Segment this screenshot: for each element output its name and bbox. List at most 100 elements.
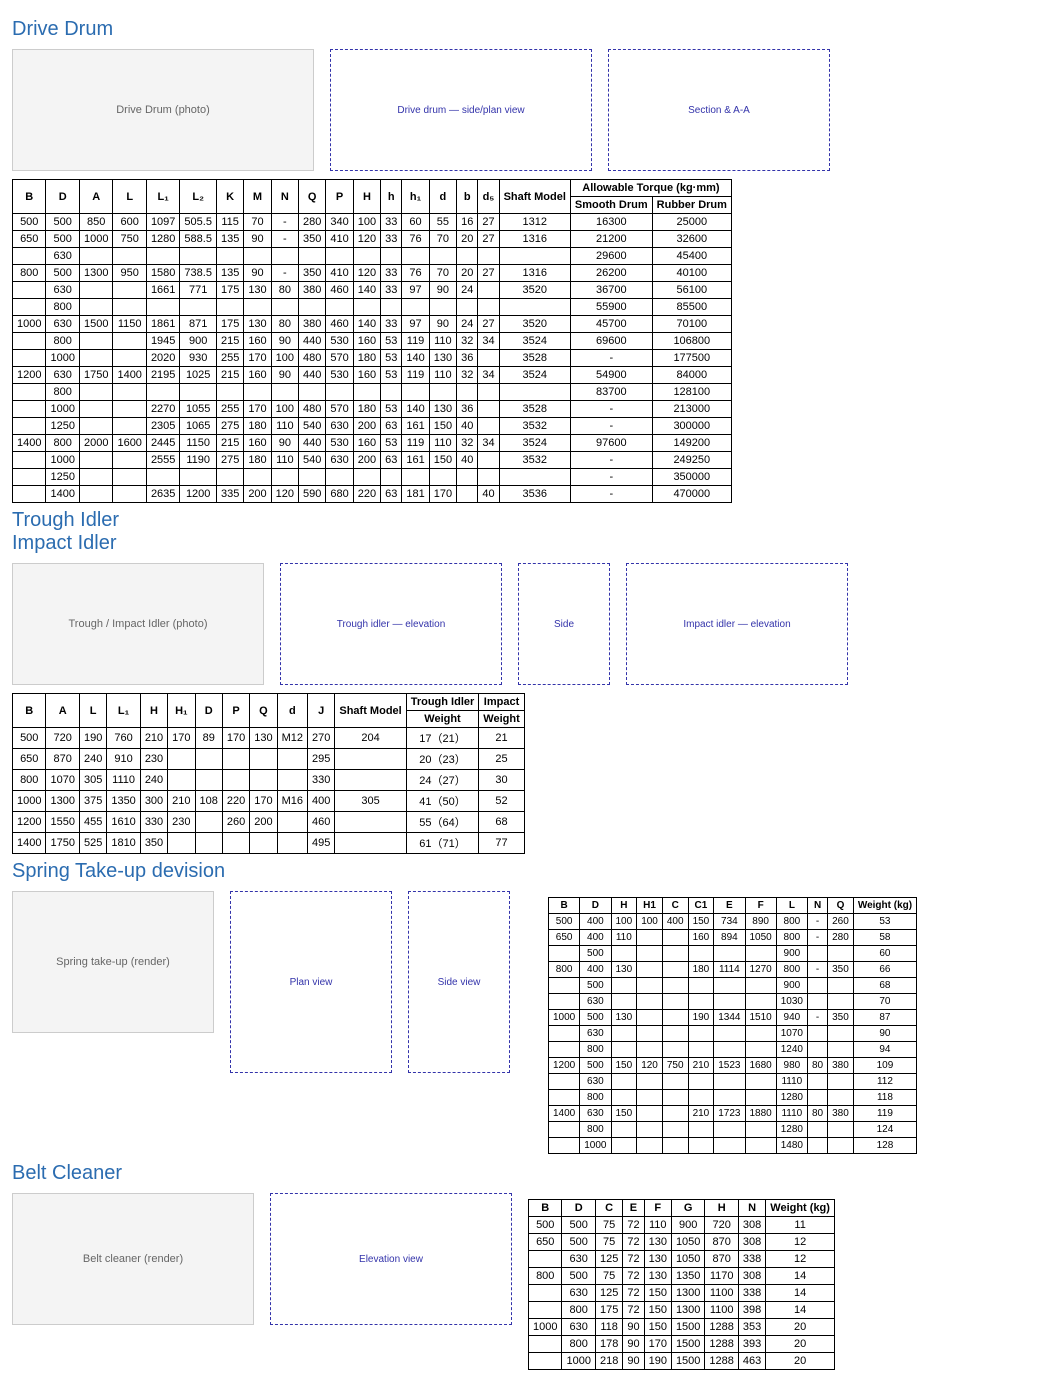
table-cell [499,248,570,265]
table-cell [808,978,828,994]
col-smooth: Smooth Drum [570,197,652,214]
col-d5: d₅ [478,180,499,214]
col-l2: L₂ [180,180,217,214]
table-header-cell: H [611,898,637,914]
table-cell [168,749,195,770]
table-row: 100013003751350300210108220170M164003054… [13,791,525,812]
table-cell: 500 [580,1010,611,1026]
table-cell: 1200 [13,812,46,833]
table-cell: 72 [623,1268,644,1285]
table-cell: 1114 [714,962,745,978]
table-cell [828,1042,854,1058]
table-cell: 29600 [570,248,652,265]
table-cell: - [271,231,298,248]
table-cell: 112 [853,1074,916,1090]
table-cell: 24 [457,282,478,299]
table-cell: 230 [168,812,195,833]
table-cell [662,1074,688,1090]
table-cell: 800 [580,1090,611,1106]
tcol-h: H [140,694,167,728]
table-cell [195,749,222,770]
table-cell: 204 [335,728,406,749]
table-cell: 460 [326,282,353,299]
table-cell: 40 [478,486,499,503]
table-cell: 21 [479,728,524,749]
table-cell: 1100 [705,1302,738,1319]
table-cell [637,1042,663,1058]
table-cell: 680 [326,486,353,503]
table-cell: 190 [688,1010,714,1026]
table-cell [79,299,112,316]
table-cell: 72 [623,1285,644,1302]
table-cell: 630 [46,248,79,265]
table-cell: 60 [402,214,429,231]
table-cell [529,1285,562,1302]
col-rubber: Rubber Drum [652,197,731,214]
table-cell [244,469,271,486]
col-b: B [13,180,46,214]
table-cell: 24 [457,316,478,333]
spring-photo: Spring take-up (render) [12,891,214,1033]
table-header-cell: F [745,898,776,914]
table-cell: 175 [216,316,243,333]
table-cell: 25 [479,749,524,770]
table-cell: 338 [738,1251,765,1268]
table-cell: 76 [402,265,429,282]
table-cell: 463 [738,1353,765,1370]
table-cell [529,1302,562,1319]
table-cell: - [570,418,652,435]
col-n: N [271,180,298,214]
table-cell: 100 [353,214,380,231]
table-cell: 55 [429,214,456,231]
table-cell: 149200 [652,435,731,452]
table-cell [113,248,146,265]
table-cell: 210 [688,1058,714,1074]
table-cell: 220 [353,486,380,503]
table-cell [13,486,46,503]
spring-row: Spring take-up (render) Plan view Side v… [12,891,1048,1154]
table-row: 6301661771175130803804601403397902435203… [13,282,732,299]
table-cell: 115 [216,214,243,231]
table-cell [79,248,112,265]
table-cell: 1170 [705,1268,738,1285]
table-row: 500400100100400150734890800-26053 [549,914,917,930]
table-cell: 1200 [549,1058,580,1074]
belt-diagram: Elevation view [270,1193,512,1325]
table-cell [688,1042,714,1058]
table-cell [662,962,688,978]
table-cell [662,1090,688,1106]
table-cell: 40100 [652,265,731,282]
table-header-cell: N [738,1200,765,1217]
table-cell: 118 [853,1090,916,1106]
table-cell [828,1122,854,1138]
tcol-dd: d [277,694,307,728]
table-cell [745,1042,776,1058]
table-cell: 3528 [499,401,570,418]
table-cell: 160 [244,333,271,350]
table-cell: 894 [714,930,745,946]
table-cell [529,1353,562,1370]
table-cell: 505.5 [180,214,217,231]
table-cell: 1150 [113,316,146,333]
trough-figure-row: Trough / Impact Idler (photo) Trough idl… [12,563,1048,685]
table-cell: 760 [107,728,140,749]
table-cell: 470000 [652,486,731,503]
table-cell [828,1138,854,1154]
table-cell: 100 [611,914,637,930]
table-cell: 200 [353,452,380,469]
table-cell [688,946,714,962]
table-cell: 3520 [499,282,570,299]
table-cell [381,248,402,265]
table-cell [637,962,663,978]
table-cell: 70 [429,265,456,282]
table-cell: 17（21） [406,728,479,749]
table-cell: 118 [595,1319,622,1336]
table-cell: 3528 [499,350,570,367]
table-cell [549,994,580,1010]
table-cell [113,452,146,469]
table-cell [335,812,406,833]
table-cell: 1500 [79,316,112,333]
table-cell: 32 [457,367,478,384]
table-cell: 500 [562,1234,595,1251]
table-cell: 800 [549,962,580,978]
